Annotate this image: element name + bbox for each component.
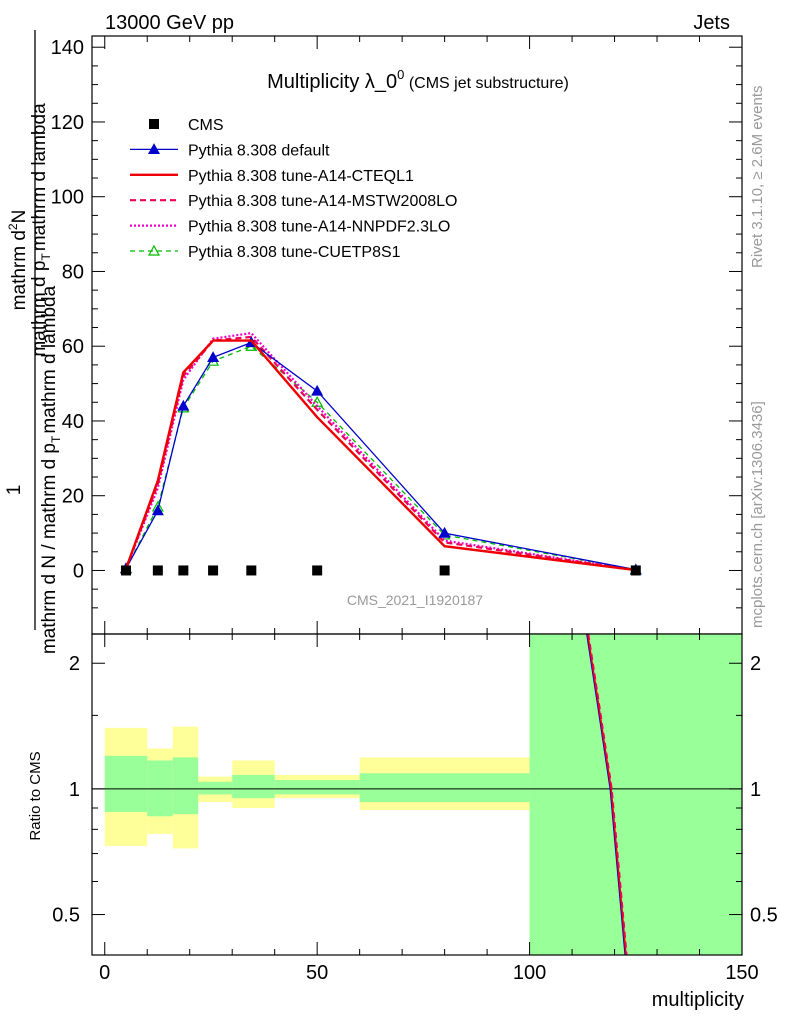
side-label-rivet: Rivet 3.1.10, ≥ 2.6M events (749, 86, 766, 269)
ratio-band-inner (104, 755, 148, 813)
series-line-cteql1 (124, 339, 636, 572)
cms-data-point (630, 565, 641, 576)
ratio-band-inner (529, 634, 742, 955)
series-line-nnpdf (124, 331, 636, 572)
main-plot-area (119, 331, 642, 576)
series-nnpdf (124, 331, 636, 572)
side-label-mcplots: mcplots.cern.ch [arXiv:1306.3436] (749, 401, 766, 628)
ratio-y-tick-label-right: 0.5 (750, 905, 778, 927)
ratio-band-inner (198, 781, 233, 795)
legend-entry-cms: CMS (149, 117, 224, 134)
series-line-mstw (124, 335, 636, 572)
ratio-frame (91, 633, 743, 956)
series-point-default (177, 399, 190, 411)
main-y-tick-label: 40 (62, 411, 84, 433)
main-y-tick-label: 100 (51, 187, 84, 209)
ratio-curve-mstw (587, 634, 628, 955)
ylabel-outer-numerator: 1 (4, 485, 25, 496)
legend-entry-cuetp8s1: Pythia 8.308 tune-CUETP8S1 (130, 244, 401, 261)
ratio-x-tick-label: 50 (306, 962, 328, 984)
ratio-band-inner (274, 780, 360, 795)
chart-title-sub: (CMS jet substructure) (404, 75, 568, 92)
cms-data-point (246, 565, 257, 576)
series-cteql1 (124, 339, 636, 572)
series-line-cuetp8s1 (125, 345, 636, 571)
ratio-plot-area (92, 634, 742, 955)
ratio-band-inner (172, 757, 199, 815)
ylabel-inner-denominator: mathrm d pTmathrm d lambda (29, 103, 53, 357)
ratio-band-inner (232, 774, 275, 799)
main-y-tick-label: 60 (62, 336, 84, 358)
chart-title-main: Multiplicity λ_0 (267, 71, 397, 93)
ratio-y-tick-label: 1 (69, 779, 80, 801)
main-y-tick-label: 0 (73, 560, 84, 582)
mcplots-label: mcplots.cern.ch [arXiv:1306.3436] (749, 401, 766, 628)
main-y-tick-label: 120 (51, 112, 84, 134)
series-point-default (311, 384, 324, 396)
analysis-watermark: CMS_2021_I1920187 (347, 592, 483, 608)
series-mstw (124, 335, 636, 572)
ratio-xlabel: multiplicity (652, 989, 744, 1011)
chart-title-sup: 0 (397, 67, 404, 82)
cms-data-point (120, 565, 131, 576)
chart-title: Multiplicity λ_00 (CMS jet substructure) (267, 67, 569, 93)
ylabel-numerator: mathrm d2N (6, 210, 30, 311)
main-y-tick-label: 80 (62, 261, 84, 283)
legend-label: Pythia 8.308 tune-A14-CTEQL1 (188, 168, 414, 185)
cms-data-point (312, 565, 323, 576)
legend-label: Pythia 8.308 tune-CUETP8S1 (188, 244, 401, 261)
ratio-x-tick-label: 150 (725, 962, 758, 984)
legend-entry-default: Pythia 8.308 default (130, 142, 330, 159)
series-point-default (438, 526, 451, 538)
legend-label: Pythia 8.308 default (188, 142, 330, 159)
main-y-tick-label: 20 (62, 486, 84, 508)
legend-marker-default (147, 143, 161, 154)
ratio-y-tick-label-right: 2 (750, 653, 761, 675)
legend: CMS Pythia 8.308 default Pythia 8.308 tune… (130, 117, 457, 261)
cms-data-point (178, 565, 189, 576)
legend-swatch-cms (149, 119, 159, 129)
ratio-y-tick-label: 0.5 (52, 905, 80, 927)
cms-data-point (439, 565, 450, 576)
ratio-band-inner (147, 760, 173, 817)
ratio-x-tick-label: 100 (513, 962, 546, 984)
ratio-ylabel: Ratio to CMS (27, 751, 44, 840)
main-y-tick-label: 140 (51, 37, 84, 59)
legend-label: Pythia 8.308 tune-A14-NNPDF2.3LO (188, 219, 450, 236)
header-process: 13000 GeV pp (105, 12, 234, 34)
ratio-y-tick-label: 2 (69, 653, 80, 675)
legend-marker-cuetp8s1 (147, 244, 161, 256)
legend-label: Pythia 8.308 tune-A14-MSTW2008LO (188, 193, 457, 210)
series-default (119, 336, 642, 575)
series-cms (120, 565, 641, 576)
ratio-panel: 0.5 0.5 1 1 2 2 0 50 100 150 (52, 633, 778, 984)
ratio-x-tick-label: 0 (99, 962, 110, 984)
series-line-default (125, 341, 636, 571)
legend-entry-cteql1: Pythia 8.308 tune-A14-CTEQL1 (130, 168, 414, 185)
ylabel-denominator: mathrm d N / mathrm d pTmathrm d lambda (39, 285, 63, 654)
cms-data-point (152, 565, 163, 576)
series-point-default (207, 351, 220, 363)
cms-data-point (208, 565, 219, 576)
legend-label: CMS (188, 117, 224, 134)
rivet-label: Rivet 3.1.10, ≥ 2.6M events (749, 86, 766, 269)
series-point-default (151, 504, 164, 516)
ratio-y-tick-label-right: 1 (750, 779, 761, 801)
series-cuetp8s1 (119, 339, 642, 575)
header-observable: Jets (693, 12, 730, 34)
legend-entry-nnpdf: Pythia 8.308 tune-A14-NNPDF2.3LO (130, 219, 450, 236)
main-ylabel: mathrm d2N mathrm d pTmathrm d lambda 1 … (4, 30, 63, 654)
legend-entry-mstw: Pythia 8.308 tune-A14-MSTW2008LO (130, 193, 457, 210)
ratio-band-inner (359, 773, 530, 803)
